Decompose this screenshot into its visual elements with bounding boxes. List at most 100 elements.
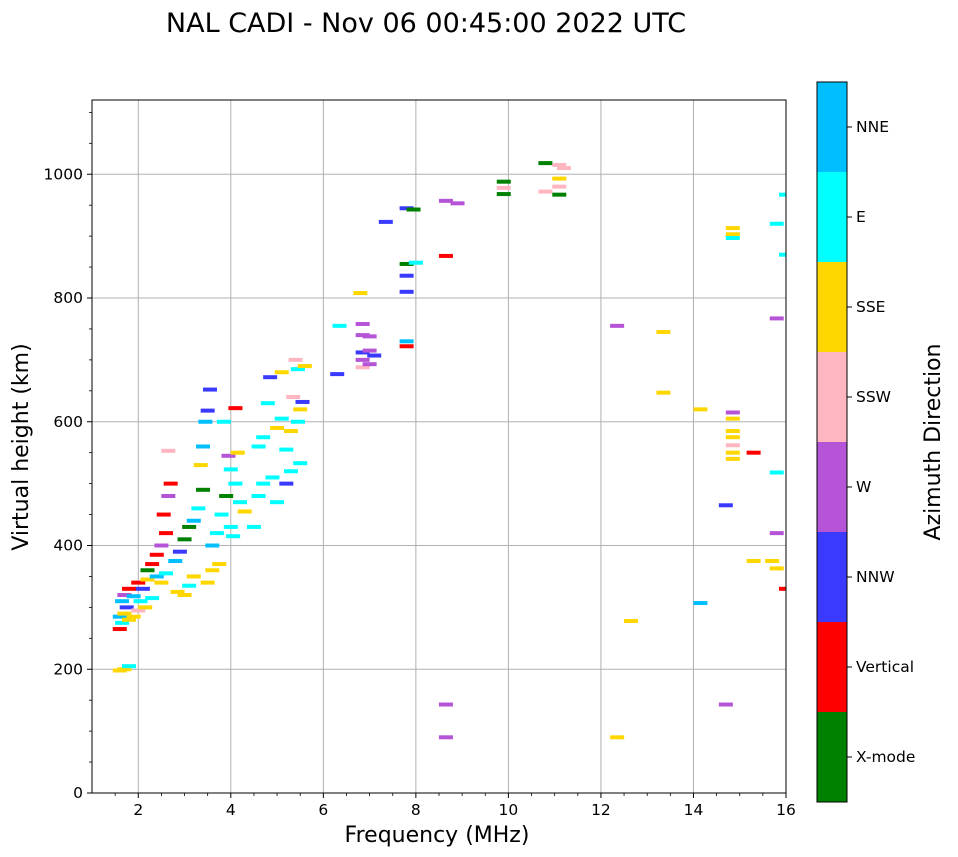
data-point xyxy=(362,334,377,339)
data-point xyxy=(399,339,414,344)
data-point xyxy=(656,390,671,395)
data-point xyxy=(251,444,266,449)
data-point xyxy=(450,201,465,206)
data-point xyxy=(399,289,414,294)
data-point xyxy=(438,702,453,707)
data-point xyxy=(693,601,708,606)
data-point xyxy=(769,566,784,571)
data-point xyxy=(149,574,164,579)
data-point xyxy=(256,435,271,440)
data-point xyxy=(293,407,308,412)
x-tick-label: 6 xyxy=(318,801,328,819)
data-point xyxy=(399,261,414,266)
data-point xyxy=(159,571,174,576)
data-point xyxy=(223,467,238,472)
data-point xyxy=(274,416,289,421)
data-point xyxy=(154,580,169,585)
data-point xyxy=(438,198,453,203)
data-point xyxy=(538,189,553,194)
data-point xyxy=(219,494,234,498)
data-point xyxy=(270,500,285,505)
data-point xyxy=(140,568,155,573)
data-point xyxy=(119,605,134,610)
data-point xyxy=(779,252,786,257)
data-point xyxy=(270,425,285,430)
data-point xyxy=(161,494,176,498)
axis-ticks: 2 4 6 8 10 12 14 16 0 200 400 600 800 1000 xyxy=(44,111,796,819)
data-point xyxy=(624,618,639,623)
data-point xyxy=(746,558,761,563)
data-point xyxy=(725,450,740,455)
y-tick-label: 0 xyxy=(73,784,83,802)
data-point xyxy=(283,429,298,434)
data-point xyxy=(117,611,132,616)
data-point xyxy=(693,407,708,412)
chart-title: NAL CADI - Nov 06 00:45:00 2022 UTC xyxy=(166,8,686,39)
data-point xyxy=(177,537,192,542)
data-point xyxy=(725,226,740,231)
data-point xyxy=(140,577,155,582)
data-point xyxy=(156,512,171,517)
colorbar-category-label: SSW xyxy=(856,388,891,406)
data-point xyxy=(552,162,567,167)
colorbar-category-label: X-mode xyxy=(856,748,915,766)
y-tick-label: 600 xyxy=(53,413,83,431)
data-point xyxy=(286,395,301,399)
data-point xyxy=(725,232,740,237)
data-point xyxy=(656,330,671,335)
data-point xyxy=(145,562,160,567)
data-point xyxy=(221,453,236,458)
data-point xyxy=(170,589,185,594)
data-point xyxy=(126,614,141,619)
data-point xyxy=(355,357,370,362)
data-point xyxy=(290,367,305,372)
data-point xyxy=(172,549,187,554)
data-point xyxy=(131,580,146,585)
data-point xyxy=(406,207,421,212)
plot-area: 2 4 6 8 10 12 14 16 0 200 400 600 800 1000 xyxy=(44,99,796,819)
data-point xyxy=(260,401,275,406)
data-point xyxy=(399,273,414,278)
data-point xyxy=(145,596,160,601)
data-point xyxy=(779,192,786,197)
data-point xyxy=(115,620,130,625)
data-point xyxy=(112,614,127,619)
data-point xyxy=(769,221,784,226)
data-point xyxy=(228,406,243,411)
data-point xyxy=(133,599,148,604)
y-tick-label: 400 xyxy=(53,537,83,555)
data-point xyxy=(746,450,761,455)
x-tick-label: 8 xyxy=(411,801,421,819)
data-point xyxy=(216,419,231,424)
data-point xyxy=(117,593,132,597)
data-point xyxy=(295,399,310,404)
y-tick-label: 200 xyxy=(53,660,83,678)
data-point xyxy=(496,179,511,184)
colorbar-category-label: W xyxy=(856,478,871,496)
data-point xyxy=(399,344,414,349)
data-point xyxy=(556,166,571,171)
data-point xyxy=(279,481,294,486)
data-point xyxy=(496,192,511,197)
data-point xyxy=(117,667,132,672)
y-tick-label: 1000 xyxy=(44,165,83,183)
data-point xyxy=(725,429,740,434)
data-point xyxy=(209,531,224,536)
data-point xyxy=(725,443,740,448)
data-point xyxy=(193,463,208,468)
data-point xyxy=(725,410,740,415)
data-point xyxy=(138,605,153,610)
data-point xyxy=(779,586,786,591)
x-tick-label: 10 xyxy=(499,801,519,819)
data-point xyxy=(725,416,740,421)
data-point xyxy=(122,586,137,591)
data-point xyxy=(718,503,733,508)
data-point xyxy=(362,348,377,353)
colorbar-segment xyxy=(817,622,847,712)
data-point xyxy=(223,524,238,529)
data-point xyxy=(283,469,298,474)
colorbar-category-label: NNW xyxy=(856,568,895,586)
data-point xyxy=(131,608,146,613)
x-tick-label: 14 xyxy=(684,801,704,819)
colorbar: X-mode Vertical NNW W SSW SSE E NNE xyxy=(816,81,915,803)
